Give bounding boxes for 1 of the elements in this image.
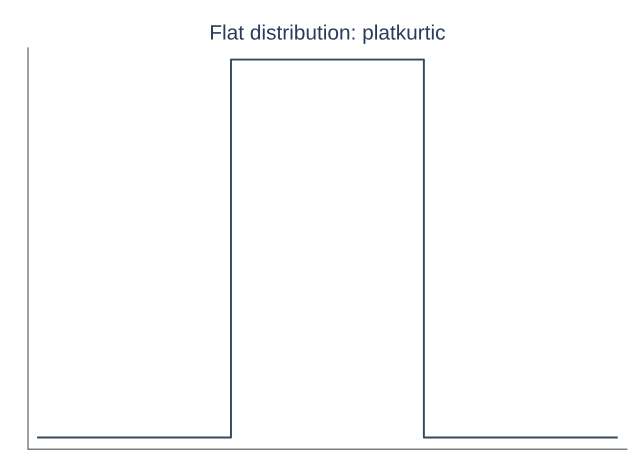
chart-title: Flat distribution: platkurtic <box>211 24 445 44</box>
